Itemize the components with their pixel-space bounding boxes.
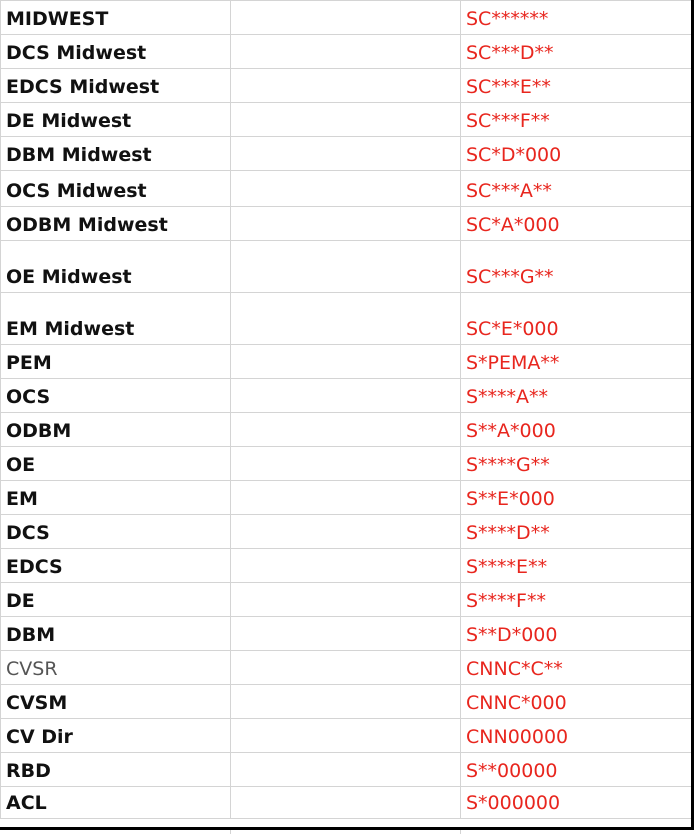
cell-empty[interactable] <box>230 206 461 241</box>
cell-empty[interactable] <box>230 684 461 719</box>
table-row: EDCS S****E** <box>0 548 692 583</box>
cell-code[interactable]: S**D*000 <box>460 616 692 651</box>
cell-name[interactable]: OCS <box>0 378 231 413</box>
cell-code[interactable]: S****E** <box>460 548 692 583</box>
table-row: DCS S****D** <box>0 514 692 549</box>
cell-empty[interactable] <box>230 582 461 617</box>
cell-code[interactable]: S****A** <box>460 378 692 413</box>
selection-border-right <box>691 0 694 830</box>
cell-name[interactable]: OE <box>0 446 231 481</box>
table-row: MIDWEST SC****** <box>0 0 692 35</box>
cell-code[interactable]: SC*E*000 <box>460 292 692 345</box>
cell-empty[interactable] <box>230 292 461 345</box>
cell-name[interactable]: EDCS Midwest <box>0 68 231 103</box>
cell-empty[interactable] <box>230 650 461 685</box>
table-row: DE S****F** <box>0 582 692 617</box>
cell-empty[interactable] <box>230 718 461 753</box>
cell-empty[interactable] <box>230 136 461 171</box>
cell-code[interactable]: S****F** <box>460 582 692 617</box>
table-row: OCS S****A** <box>0 378 692 413</box>
data-grid: MIDWEST SC****** DCS Midwest SC***D** EDCS M… <box>0 0 692 819</box>
cell-code[interactable]: SC*D*000 <box>460 136 692 171</box>
cell-empty[interactable] <box>230 0 461 35</box>
cell-name[interactable]: MIDWEST <box>0 0 231 35</box>
cell-name[interactable]: CVSR <box>0 650 231 685</box>
cell-code[interactable]: CNNC*000 <box>460 684 692 719</box>
table-row: DCS Midwest SC***D** <box>0 34 692 69</box>
cell-name[interactable]: EM Midwest <box>0 292 231 345</box>
table-row: ACL S*000000 <box>0 786 692 819</box>
cell-empty[interactable] <box>230 752 461 787</box>
cell-name[interactable]: DCS <box>0 514 231 549</box>
cell-empty[interactable] <box>230 786 461 819</box>
cell-empty[interactable] <box>230 68 461 103</box>
selection-border-bottom <box>0 827 694 830</box>
cell-name[interactable]: OE Midwest <box>0 240 231 293</box>
cell-empty[interactable] <box>230 170 461 207</box>
table-row: DBM S**D*000 <box>0 616 692 651</box>
cell-empty[interactable] <box>230 344 461 379</box>
table-row: DE Midwest SC***F** <box>0 102 692 137</box>
cell-empty[interactable] <box>230 102 461 137</box>
cell-code[interactable]: S*000000 <box>460 786 692 819</box>
cell-empty[interactable] <box>230 378 461 413</box>
cell-name[interactable]: CVSM <box>0 684 231 719</box>
cell-code[interactable]: SC***A** <box>460 170 692 207</box>
cell-empty[interactable] <box>230 548 461 583</box>
cell-name[interactable]: EM <box>0 480 231 515</box>
cell-code[interactable]: SC****** <box>460 0 692 35</box>
cell-code[interactable]: SC*A*000 <box>460 206 692 241</box>
cell-empty[interactable] <box>230 480 461 515</box>
cell-name[interactable]: CV Dir <box>0 718 231 753</box>
cell-empty[interactable] <box>230 34 461 69</box>
cell-name[interactable]: DCS Midwest <box>0 34 231 69</box>
table-row: EDCS Midwest SC***E** <box>0 68 692 103</box>
cell-empty[interactable] <box>230 412 461 447</box>
table-row: CV Dir CNN00000 <box>0 718 692 753</box>
cell-name[interactable]: RBD <box>0 752 231 787</box>
table-row: OE S****G** <box>0 446 692 481</box>
cell-code[interactable]: S**00000 <box>460 752 692 787</box>
next-row-partial <box>0 830 691 834</box>
cell-code[interactable]: S****D** <box>460 514 692 549</box>
cell-code[interactable]: S*PEMA** <box>460 344 692 379</box>
cell-name[interactable]: ODBM <box>0 412 231 447</box>
cell-code[interactable]: CNN00000 <box>460 718 692 753</box>
cell-name[interactable]: PEM <box>0 344 231 379</box>
table-row: EM S**E*000 <box>0 480 692 515</box>
cell-code[interactable]: S****G** <box>460 446 692 481</box>
cell-code[interactable]: SC***D** <box>460 34 692 69</box>
cell-code[interactable]: CNNC*C** <box>460 650 692 685</box>
cell-empty[interactable] <box>230 446 461 481</box>
table-row: ODBM S**A*000 <box>0 412 692 447</box>
table-row: PEM S*PEMA** <box>0 344 692 379</box>
table-row: ODBM Midwest SC*A*000 <box>0 206 692 241</box>
cell-empty[interactable] <box>230 514 461 549</box>
table-row: CVSR CNNC*C** <box>0 650 692 685</box>
cell-code[interactable]: S**A*000 <box>460 412 692 447</box>
table-row: OE Midwest SC***G** <box>0 240 692 293</box>
table-row: RBD S**00000 <box>0 752 692 787</box>
cell-name[interactable]: DBM <box>0 616 231 651</box>
cell-name[interactable]: OCS Midwest <box>0 170 231 207</box>
cell-name[interactable]: DBM Midwest <box>0 136 231 171</box>
cell-name[interactable]: EDCS <box>0 548 231 583</box>
cell-code[interactable]: SC***E** <box>460 68 692 103</box>
cell-empty[interactable] <box>230 240 461 293</box>
cell-code[interactable]: SC***F** <box>460 102 692 137</box>
cell-name[interactable]: DE Midwest <box>0 102 231 137</box>
table-row: CVSM CNNC*000 <box>0 684 692 719</box>
cell-code[interactable]: S**E*000 <box>460 480 692 515</box>
cell-empty[interactable] <box>230 616 461 651</box>
table-row: OCS Midwest SC***A** <box>0 170 692 207</box>
cell-name[interactable]: ODBM Midwest <box>0 206 231 241</box>
cell-code[interactable]: SC***G** <box>460 240 692 293</box>
cell-name[interactable]: DE <box>0 582 231 617</box>
table-row: EM Midwest SC*E*000 <box>0 292 692 345</box>
cell-name[interactable]: ACL <box>0 786 231 819</box>
table-row: DBM Midwest SC*D*000 <box>0 136 692 171</box>
